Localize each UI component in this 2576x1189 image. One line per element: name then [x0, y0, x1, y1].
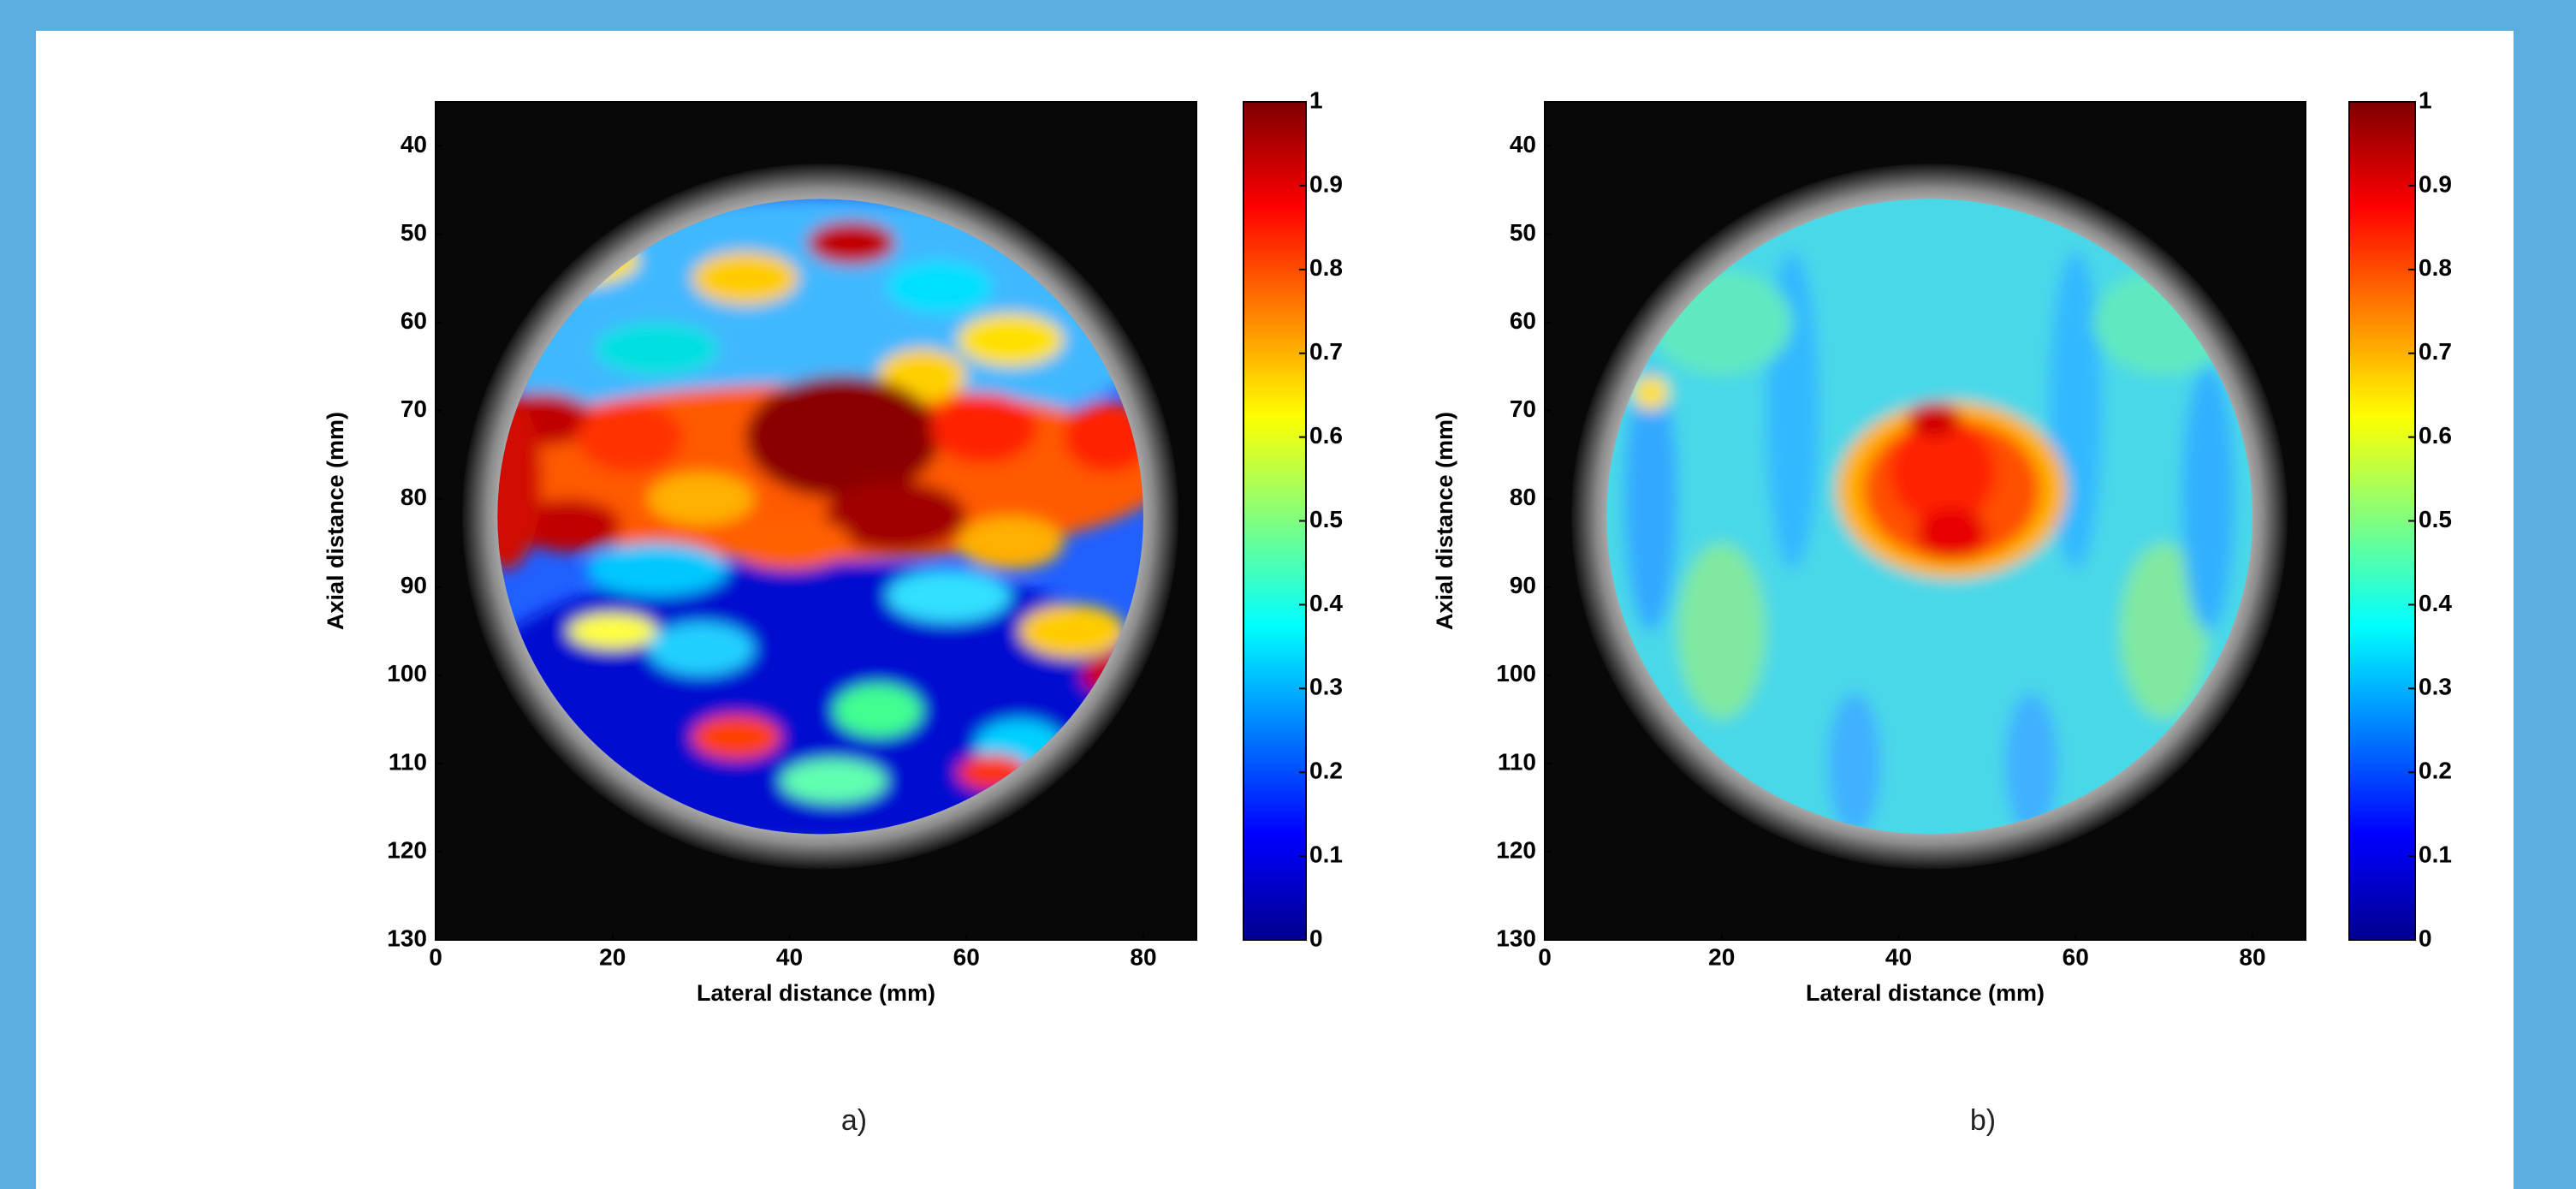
y-tick-label: 120 — [1496, 836, 1536, 863]
colorbar-tick-label: 0.7 — [2419, 338, 2452, 365]
y-tick-label: 40 — [401, 131, 427, 158]
colorbar-tick-label: 0.9 — [1309, 170, 1343, 197]
y-tick-label: 60 — [401, 307, 427, 334]
map-region — [648, 622, 754, 675]
map-region — [727, 516, 852, 569]
map-region — [807, 221, 895, 265]
x-tick-label: 20 — [1708, 943, 1735, 970]
x-axis-label: Lateral distance (mm) — [697, 980, 935, 1006]
map-region — [586, 543, 727, 596]
colorbar-tick-label: 0.3 — [2419, 674, 2452, 700]
colorbar-tick-label: 0 — [2419, 924, 2432, 951]
colorbar — [1243, 102, 1306, 940]
map-region — [1916, 508, 1987, 561]
y-axis-label: Axial distance (mm) — [323, 412, 348, 630]
map-region — [887, 569, 1011, 622]
x-axis-label: Lateral distance (mm) — [1806, 980, 2045, 1006]
y-tick-label: 50 — [1510, 219, 1536, 246]
map-region — [595, 323, 719, 376]
y-tick-label: 90 — [1510, 572, 1536, 598]
colorbar-tick-label: 0.5 — [1309, 506, 1343, 532]
map-region — [648, 473, 754, 526]
colorbar-tick-label: 0.3 — [1309, 674, 1343, 700]
y-tick-label: 110 — [389, 748, 427, 775]
map-region — [1908, 401, 1961, 437]
map-region — [834, 684, 922, 737]
map-region — [745, 375, 940, 498]
colorbar-tick-label: 0.4 — [2419, 590, 2452, 616]
figure: 020406080405060708090100110120130Lateral… — [0, 0, 2576, 1189]
y-axis-label: Axial distance (mm) — [1432, 412, 1457, 630]
y-tick-label: 80 — [1510, 484, 1536, 510]
map-region — [1677, 543, 1766, 719]
map-region — [958, 516, 1064, 569]
y-tick-label: 40 — [1510, 131, 1536, 158]
map-region — [1828, 693, 1881, 834]
x-tick-label: 40 — [1885, 943, 1912, 970]
x-tick-label: 40 — [776, 943, 803, 970]
map-region — [692, 252, 798, 305]
colorbar-tick-label: 0.2 — [2419, 758, 2452, 784]
map-region — [2181, 366, 2235, 631]
y-tick-label: 110 — [1498, 748, 1536, 775]
colorbar-tick-label: 0.6 — [1309, 422, 1343, 449]
x-tick-label: 0 — [429, 943, 442, 970]
map-region — [1019, 604, 1125, 657]
x-tick-label: 0 — [1538, 943, 1552, 970]
caption: b) — [1970, 1104, 1996, 1137]
colorbar-tick-label: 0.6 — [2419, 422, 2452, 449]
x-tick-label: 80 — [1130, 943, 1156, 970]
y-tick-label: 50 — [401, 219, 427, 246]
colorbar-tick-label: 0.1 — [1309, 841, 1343, 867]
y-tick-label: 100 — [1496, 660, 1536, 687]
colorbar-tick-label: 1 — [1309, 86, 1323, 113]
y-tick-label: 70 — [401, 395, 427, 422]
colorbar-tick-label: 0.2 — [1309, 758, 1343, 784]
colorbar-tick-label: 0 — [1309, 924, 1323, 951]
colorbar-tick-label: 0.1 — [2419, 841, 2452, 867]
x-tick-label: 80 — [2239, 943, 2265, 970]
y-tick-label: 90 — [401, 572, 427, 598]
y-tick-label: 130 — [1496, 924, 1536, 951]
map-region — [1633, 375, 1668, 410]
map-region — [577, 401, 683, 472]
colorbar-tick-label: 0.8 — [2419, 254, 2452, 281]
y-tick-label: 70 — [1510, 395, 1536, 422]
colorbar-tick-label: 0.7 — [1309, 338, 1343, 365]
map-region — [931, 393, 1037, 463]
colorbar — [2349, 102, 2415, 940]
y-tick-label: 130 — [387, 924, 427, 951]
map-region — [887, 260, 993, 313]
map-region — [958, 313, 1064, 366]
colorbar-tick-label: 0.5 — [2419, 506, 2452, 532]
map-region — [781, 759, 887, 804]
y-tick-label: 120 — [387, 836, 427, 863]
colorbar-tick-label: 0.4 — [1309, 590, 1343, 616]
x-tick-label: 60 — [2063, 943, 2089, 970]
y-tick-label: 60 — [1510, 307, 1536, 334]
colorbar-tick-label: 1 — [2419, 86, 2432, 113]
colorbar-tick-label: 0.8 — [1309, 254, 1343, 281]
x-tick-label: 20 — [599, 943, 626, 970]
map-region — [568, 614, 656, 649]
map-region — [692, 715, 781, 759]
y-tick-label: 100 — [387, 660, 427, 687]
x-tick-label: 60 — [953, 943, 980, 970]
y-tick-label: 80 — [401, 484, 427, 510]
caption: a) — [841, 1104, 867, 1137]
colorbar-tick-label: 0.9 — [2419, 170, 2452, 197]
